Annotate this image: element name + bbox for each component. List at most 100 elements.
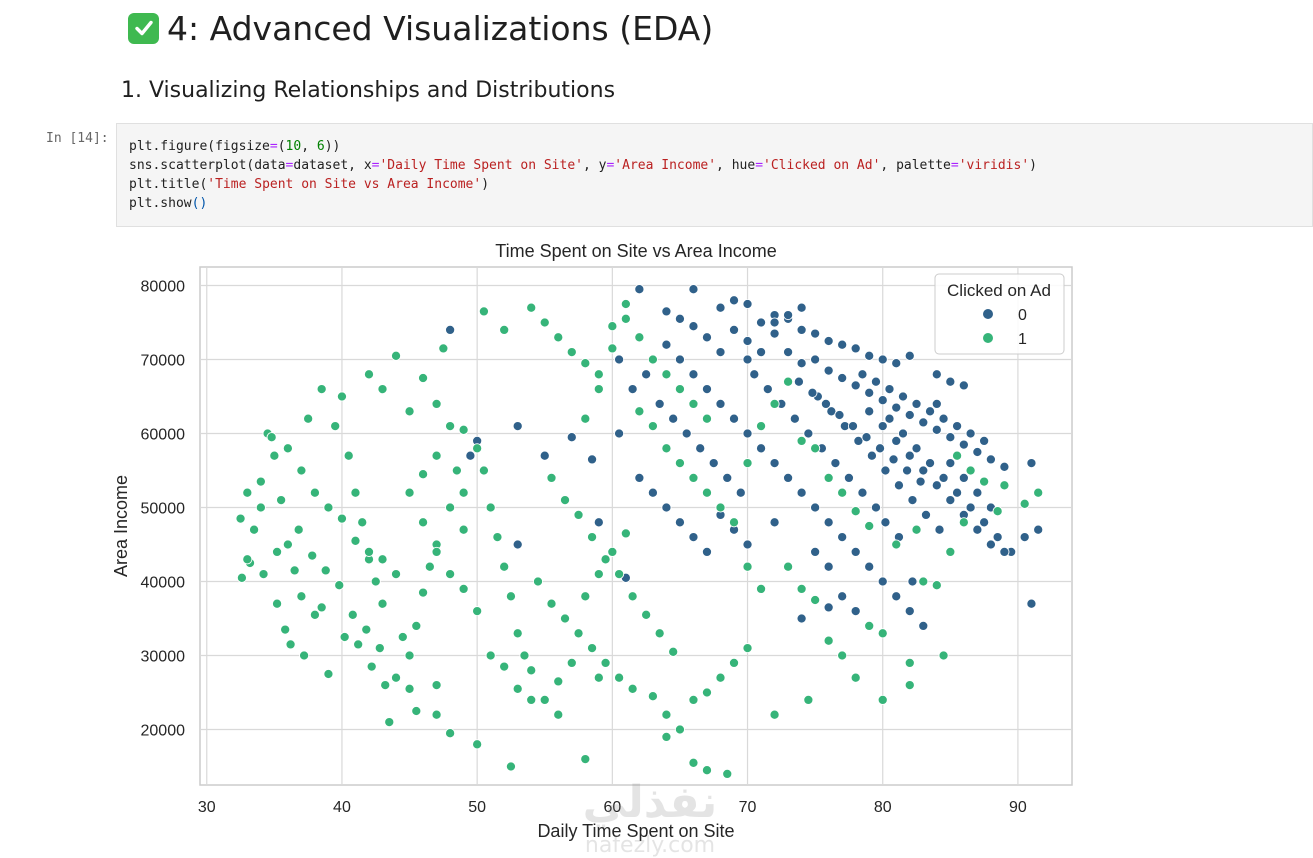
data-point-class-1 [472,739,483,750]
data-point-class-0 [688,532,699,543]
data-point-class-0 [870,502,882,513]
data-point-class-0 [445,324,456,335]
data-point-class-0 [958,472,969,483]
data-point-class-1 [472,606,483,617]
data-point-class-1 [580,358,591,369]
data-point-class-1 [796,435,807,446]
data-point-class-0 [945,376,956,387]
data-point-class-0 [688,369,699,380]
data-point-class-1 [701,413,713,424]
data-point-class-0 [769,517,780,528]
data-point-class-0 [884,384,895,395]
x-tick-label: 60 [603,799,621,816]
data-point-class-1 [431,680,442,691]
data-point-class-1 [559,495,571,506]
data-point-class-1 [688,694,699,705]
data-point-class-0 [834,409,845,421]
data-point-class-1 [445,502,456,513]
data-point-class-1 [380,680,391,691]
data-point-class-0 [847,421,859,432]
data-point-class-1 [559,613,571,624]
data-point-class-1 [1019,498,1030,509]
data-point-class-1 [904,657,915,668]
data-point-class-0 [877,576,888,587]
x-axis-label: Daily Time Spent on Site [537,821,734,841]
data-point-class-1 [647,354,658,365]
data-point-class-1 [353,639,364,650]
data-point-class-1 [235,513,246,524]
data-point-class-0 [877,395,888,406]
data-point-class-1 [945,546,956,557]
data-point-class-0 [810,354,821,365]
data-point-class-1 [282,539,293,550]
data-point-class-0 [864,561,875,572]
data-point-class-1 [350,487,361,498]
data-point-class-1 [539,317,550,328]
data-point-class-0 [888,454,899,465]
x-tick-label: 70 [739,799,757,816]
data-point-class-1 [627,683,638,694]
data-point-class-0 [920,509,932,520]
data-point-class-1 [404,650,415,661]
data-point-class-0 [904,350,915,361]
data-point-class-0 [762,384,773,395]
data-point-class-0 [796,358,807,369]
data-point-class-0 [985,539,996,550]
data-point-class-1 [877,628,888,639]
data-point-class-0 [891,591,902,602]
data-point-class-0 [979,517,990,528]
data-point-class-0 [715,302,726,313]
data-point-class-1 [299,650,310,661]
data-point-class-0 [756,317,767,328]
data-point-class-1 [796,583,807,594]
data-point-class-0 [938,413,949,424]
data-point-class-0 [793,376,804,387]
data-point-class-1 [722,768,733,779]
data-point-class-0 [972,487,983,498]
data-point-class-1 [418,587,429,598]
data-point-class-0 [823,517,834,528]
data-point-class-1 [323,502,334,513]
data-point-class-0 [769,458,780,469]
data-point-class-1 [769,398,780,409]
data-point-class-0 [945,458,956,469]
data-point-class-1 [823,635,834,646]
check-mark-button-icon [128,12,159,44]
data-point-class-0 [864,350,875,361]
data-point-class-0 [837,372,848,384]
data-points [235,284,1044,779]
data-point-class-1 [499,561,510,572]
data-point-class-0 [796,324,807,335]
data-point-class-1 [965,465,976,476]
data-point-class-0 [614,428,625,439]
data-point-class-1 [701,765,713,776]
data-point-class-1 [647,421,658,432]
data-point-class-1 [512,628,523,639]
data-point-class-1 [728,517,740,528]
y-tick-label: 80000 [141,279,186,296]
legend-label-0: 0 [1018,307,1027,324]
data-point-class-0 [931,369,942,380]
code-block[interactable]: plt.figure(figsize=(10, 6)) sns.scatterp… [129,139,1037,211]
data-point-class-0 [850,343,861,354]
data-point-class-0 [1019,532,1030,543]
data-point-class-1 [285,639,296,650]
data-point-class-1 [339,631,350,643]
data-point-class-0 [850,546,861,557]
data-point-class-1 [627,591,638,602]
data-point-class-0 [728,413,740,424]
data-point-class-0 [999,461,1010,472]
data-point-class-1 [431,546,442,557]
y-axis-ticks: 20000 30000 40000 50000 60000 70000 80000 [141,279,186,740]
data-point-class-0 [681,428,692,439]
code-cell[interactable]: plt.figure(figsize=(10, 6)) sns.scatterp… [116,123,1313,227]
data-point-class-0 [695,443,706,454]
data-point-class-1 [715,502,726,513]
data-point-class-0 [1026,458,1037,469]
data-point-class-0 [722,472,733,483]
data-point-class-0 [918,465,929,476]
data-point-class-0 [735,487,746,498]
data-point-class-0 [742,539,753,550]
data-point-class-1 [316,384,327,395]
data-point-class-0 [728,295,740,306]
